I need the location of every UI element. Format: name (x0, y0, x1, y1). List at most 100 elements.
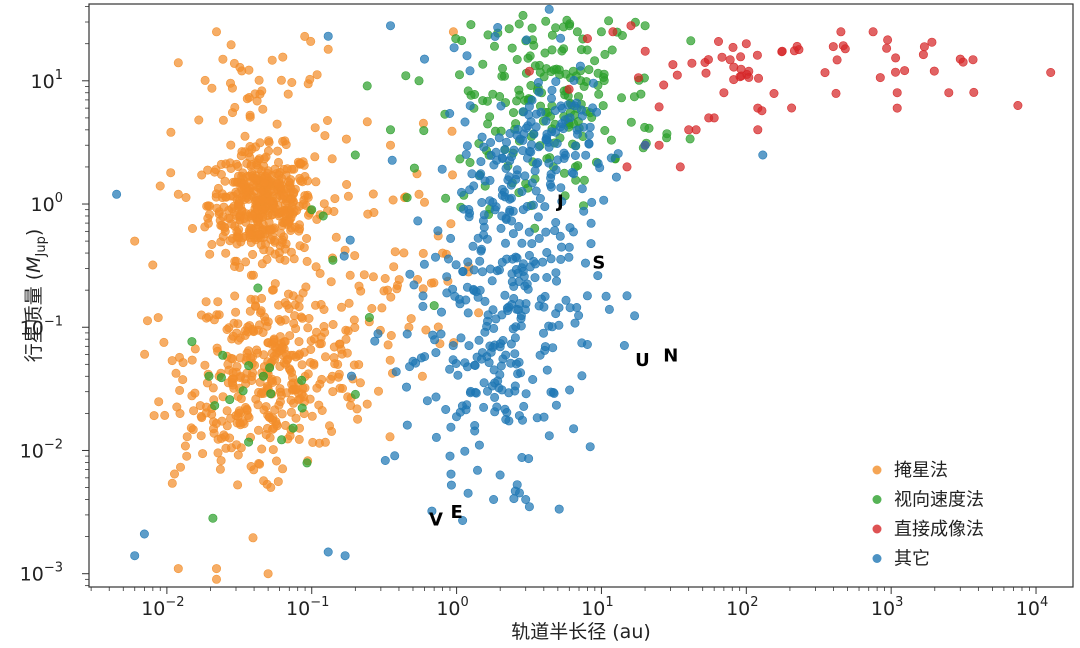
data-point (230, 102, 240, 112)
data-point (570, 151, 580, 161)
data-point (510, 386, 520, 396)
data-point (178, 375, 188, 385)
data-point (511, 174, 521, 184)
data-point (253, 400, 263, 410)
planet-label-u: U (635, 350, 650, 371)
data-point (524, 66, 534, 76)
data-point (556, 33, 566, 43)
data-point (955, 54, 965, 64)
data-point (419, 197, 429, 207)
data-point (182, 432, 192, 442)
data-point (709, 113, 719, 123)
data-point (210, 401, 220, 411)
data-point (497, 385, 507, 395)
x-tick-label: 10−1 (286, 595, 329, 620)
data-point (542, 248, 552, 258)
data-point (672, 70, 682, 80)
data-point (201, 313, 211, 323)
data-point (546, 182, 556, 192)
data-point (259, 178, 269, 188)
data-point (474, 171, 484, 181)
data-point (606, 153, 616, 163)
data-point (279, 191, 289, 201)
data-point (212, 574, 222, 584)
data-point (218, 231, 228, 241)
data-point (467, 169, 477, 179)
data-point (218, 54, 228, 64)
data-point (346, 371, 356, 381)
data-point (401, 71, 411, 81)
data-point (969, 87, 979, 97)
data-point (317, 405, 327, 415)
data-point (258, 195, 268, 205)
data-point (504, 302, 514, 312)
data-point (212, 343, 222, 353)
data-point (446, 219, 456, 229)
data-point (213, 297, 223, 307)
data-point (613, 149, 623, 159)
data-point (550, 127, 560, 137)
data-point (564, 84, 574, 94)
data-point (265, 196, 275, 206)
data-point (571, 98, 581, 108)
data-point (480, 296, 490, 306)
data-point (533, 158, 543, 168)
data-point (166, 127, 176, 137)
series-3-points (524, 21, 1056, 172)
data-point (882, 43, 892, 53)
data-point (402, 329, 412, 339)
data-point (294, 434, 304, 444)
data-point (725, 55, 735, 65)
data-point (244, 437, 254, 447)
data-point (744, 66, 754, 76)
data-point (554, 504, 564, 514)
data-point (570, 141, 580, 151)
data-point (576, 45, 586, 55)
data-point (244, 346, 254, 356)
data-point (429, 301, 439, 311)
data-point (758, 150, 768, 160)
data-point (654, 140, 664, 150)
data-point (270, 279, 280, 289)
data-point (521, 35, 531, 45)
data-point (546, 169, 556, 179)
data-point (112, 189, 122, 199)
data-point (445, 451, 455, 461)
data-point (640, 140, 650, 150)
data-point (565, 385, 575, 395)
data-point (526, 117, 536, 127)
data-point (421, 325, 431, 335)
data-point (323, 31, 333, 41)
data-point (927, 37, 937, 47)
data-point (265, 363, 275, 373)
data-point (261, 402, 271, 412)
data-point (600, 49, 610, 59)
data-point (350, 251, 360, 261)
data-point (500, 290, 510, 300)
data-point (530, 166, 540, 176)
data-point (222, 324, 232, 334)
data-point (149, 411, 159, 421)
data-point (487, 276, 497, 286)
data-point (527, 239, 537, 249)
data-point (753, 73, 763, 83)
data-point (380, 455, 390, 465)
data-point (527, 23, 537, 33)
data-point (218, 115, 228, 125)
data-point (557, 197, 567, 207)
planet-label-e: E (450, 502, 462, 523)
data-point (319, 321, 329, 331)
data-point (475, 256, 485, 266)
data-point (359, 270, 369, 280)
data-point (208, 383, 218, 393)
data-point (463, 488, 473, 498)
data-point (585, 122, 595, 132)
data-point (355, 378, 365, 388)
data-point (175, 385, 185, 395)
data-point (248, 250, 258, 260)
data-point (594, 89, 604, 99)
data-point (252, 345, 262, 355)
data-point (490, 126, 500, 136)
data-point (551, 400, 561, 410)
data-point (197, 170, 207, 180)
